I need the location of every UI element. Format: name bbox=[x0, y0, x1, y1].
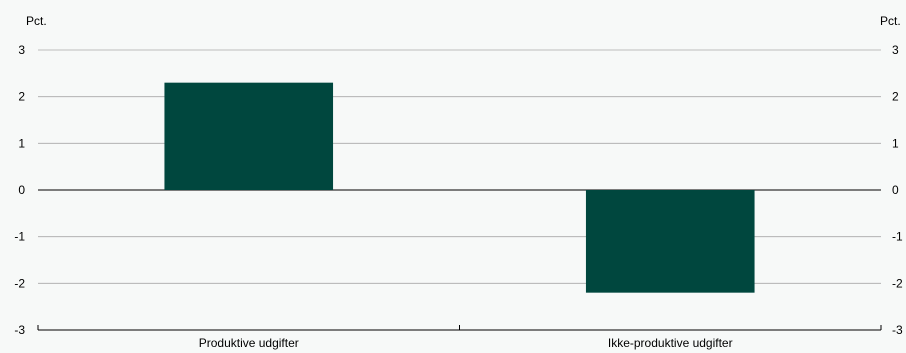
y-axis-unit-right: Pct. bbox=[880, 14, 901, 28]
y-axis-unit-left: Pct. bbox=[26, 14, 47, 28]
y-tick-label-left: -2 bbox=[14, 276, 25, 290]
y-axis-left: 3 2 1 0 -1 -2 -3 bbox=[14, 43, 25, 337]
y-tick-label-left: 1 bbox=[18, 136, 25, 150]
bar-0 bbox=[164, 82, 334, 190]
x-axis: Produktive udgifter Ikke-produktive udgif… bbox=[37, 325, 882, 350]
y-tick-label-right: 0 bbox=[892, 183, 899, 197]
y-axis-right: 3 2 1 0 -1 -2 -3 bbox=[892, 43, 903, 337]
y-tick-label-right: 3 bbox=[892, 43, 899, 57]
y-tick-label-right: 2 bbox=[892, 90, 899, 104]
bar-1 bbox=[585, 190, 755, 293]
y-tick-label-left: 3 bbox=[18, 43, 25, 57]
y-tick-label-left: -3 bbox=[14, 323, 25, 337]
y-tick-label-right: 1 bbox=[892, 136, 899, 150]
x-category-label: Produktive udgifter bbox=[199, 336, 299, 350]
y-tick-label-left: -1 bbox=[14, 230, 25, 244]
y-tick-label-right: -3 bbox=[892, 323, 903, 337]
y-tick-label-left: 2 bbox=[18, 90, 25, 104]
y-tick-label-left: 0 bbox=[18, 183, 25, 197]
bars bbox=[164, 82, 755, 293]
y-tick-label-right: -2 bbox=[892, 276, 903, 290]
x-category-label: Ikke-produktive udgifter bbox=[608, 336, 733, 350]
y-tick-label-right: -1 bbox=[892, 230, 903, 244]
